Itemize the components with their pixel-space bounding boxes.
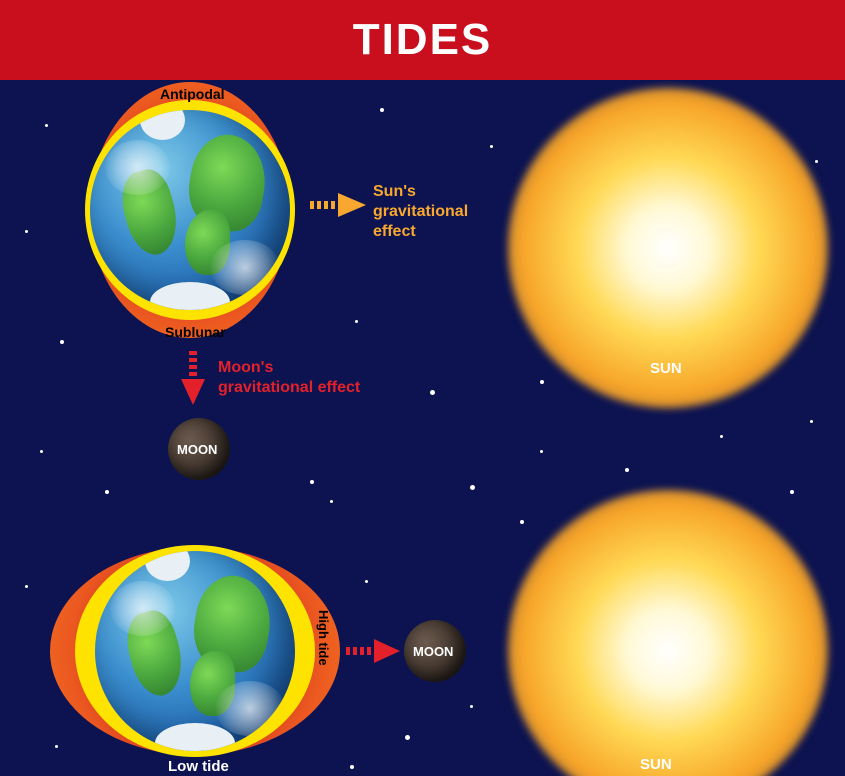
star	[55, 745, 58, 748]
star	[330, 500, 333, 503]
earth-2	[95, 551, 295, 751]
star	[355, 320, 358, 323]
sun-label-bottom: SUN	[640, 756, 672, 773]
star	[625, 468, 629, 472]
high-tide-label: High tide	[316, 610, 331, 666]
diagram-root: TIDES SUN SUN Antipodal Sublunar	[0, 0, 845, 776]
star	[310, 480, 314, 484]
moon-label-2: MOON	[413, 644, 453, 659]
star	[60, 340, 64, 344]
moon-arrow-2-icon	[344, 636, 404, 666]
star	[815, 160, 818, 163]
earth-scene-1	[88, 82, 292, 338]
star	[540, 450, 543, 453]
star	[520, 520, 524, 524]
star	[430, 390, 435, 395]
low-tide-label: Low tide	[168, 758, 229, 775]
star	[25, 230, 28, 233]
star	[380, 108, 384, 112]
star	[105, 490, 109, 494]
star	[350, 765, 354, 769]
star	[540, 380, 544, 384]
star	[790, 490, 794, 494]
star	[490, 145, 493, 148]
sun-bottom	[508, 490, 828, 776]
star	[365, 580, 368, 583]
sublunar-label: Sublunar	[165, 324, 226, 340]
moon-arrow-1-icon	[178, 349, 208, 411]
star	[720, 435, 723, 438]
moon-effect-label: Sun's Moon'sgravitational effect	[218, 358, 360, 398]
antipodal-label: Antipodal	[160, 86, 225, 102]
star	[810, 420, 813, 423]
space-background: SUN SUN Antipodal Sublunar	[0, 80, 845, 776]
title-text: TIDES	[353, 15, 493, 65]
star	[405, 735, 410, 740]
star	[45, 124, 48, 127]
title-bar: TIDES	[0, 0, 845, 80]
star	[470, 705, 473, 708]
sun-label-top: SUN	[650, 360, 682, 377]
sun-effect-label: Sun's gravitational effect	[373, 182, 468, 242]
star	[470, 485, 475, 490]
sun-arrow-icon	[308, 190, 378, 220]
star	[25, 585, 28, 588]
earth-scene-2	[50, 546, 340, 756]
moon-label-1: MOON	[177, 442, 217, 457]
earth-1	[90, 110, 290, 310]
star	[40, 450, 43, 453]
